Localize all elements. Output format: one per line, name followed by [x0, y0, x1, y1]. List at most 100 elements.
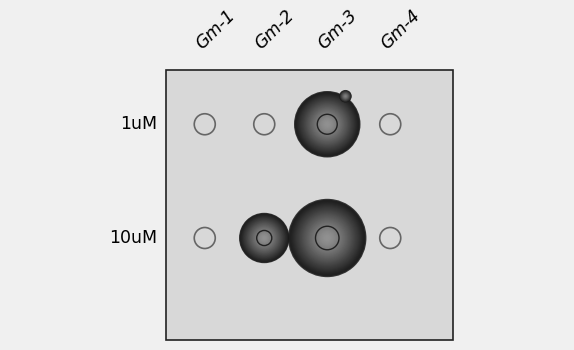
Circle shape — [311, 221, 344, 255]
Circle shape — [261, 234, 268, 242]
Circle shape — [342, 92, 349, 100]
Circle shape — [345, 96, 346, 97]
Text: Gm-3: Gm-3 — [315, 6, 361, 53]
Circle shape — [324, 121, 331, 128]
Circle shape — [307, 217, 348, 259]
Circle shape — [242, 216, 286, 260]
Circle shape — [299, 96, 355, 153]
Circle shape — [291, 202, 363, 274]
Circle shape — [319, 229, 336, 247]
Circle shape — [309, 106, 346, 142]
Circle shape — [344, 96, 346, 97]
Circle shape — [341, 92, 350, 101]
Circle shape — [325, 122, 329, 127]
Circle shape — [302, 99, 352, 149]
Circle shape — [248, 222, 281, 254]
Circle shape — [339, 90, 352, 103]
Circle shape — [316, 227, 338, 249]
Circle shape — [296, 206, 359, 270]
Text: Gm-4: Gm-4 — [378, 6, 424, 53]
Circle shape — [258, 232, 270, 244]
Circle shape — [301, 98, 353, 150]
Circle shape — [324, 235, 330, 241]
Circle shape — [259, 233, 269, 243]
Circle shape — [257, 231, 271, 245]
Circle shape — [319, 116, 336, 133]
Circle shape — [318, 115, 336, 133]
Circle shape — [314, 111, 340, 138]
Circle shape — [245, 219, 283, 257]
Circle shape — [305, 102, 350, 147]
Circle shape — [300, 97, 355, 152]
Circle shape — [316, 113, 339, 136]
Circle shape — [340, 90, 351, 102]
Text: Gm-1: Gm-1 — [192, 6, 238, 53]
Circle shape — [319, 230, 335, 246]
Circle shape — [303, 100, 351, 148]
Circle shape — [305, 216, 350, 260]
Circle shape — [250, 224, 278, 252]
Circle shape — [288, 199, 366, 277]
Circle shape — [290, 201, 364, 275]
Circle shape — [255, 229, 273, 247]
Circle shape — [298, 209, 356, 267]
Circle shape — [258, 232, 270, 244]
Circle shape — [301, 98, 354, 151]
Circle shape — [322, 119, 332, 129]
Circle shape — [254, 227, 275, 249]
Circle shape — [320, 231, 334, 245]
Circle shape — [294, 91, 360, 158]
Circle shape — [302, 212, 353, 264]
Circle shape — [293, 204, 362, 272]
Circle shape — [245, 218, 284, 258]
Circle shape — [323, 233, 332, 243]
Circle shape — [309, 219, 346, 257]
Circle shape — [242, 215, 287, 261]
Circle shape — [251, 225, 277, 251]
Circle shape — [321, 118, 333, 130]
Circle shape — [342, 93, 349, 100]
Circle shape — [294, 205, 360, 271]
Circle shape — [295, 206, 359, 270]
Circle shape — [262, 236, 266, 240]
Circle shape — [251, 225, 277, 251]
Circle shape — [340, 91, 351, 101]
Circle shape — [241, 215, 288, 261]
Circle shape — [343, 94, 348, 99]
Circle shape — [311, 108, 344, 141]
Circle shape — [243, 217, 286, 259]
Circle shape — [313, 223, 342, 253]
Circle shape — [239, 213, 289, 263]
Circle shape — [253, 226, 276, 250]
Circle shape — [316, 226, 339, 250]
Circle shape — [297, 94, 357, 154]
Circle shape — [257, 230, 272, 246]
Circle shape — [343, 93, 348, 99]
Text: Gm-2: Gm-2 — [251, 6, 298, 53]
Circle shape — [309, 220, 345, 256]
Circle shape — [296, 93, 359, 156]
Circle shape — [255, 229, 274, 247]
Circle shape — [304, 101, 351, 148]
Circle shape — [262, 236, 267, 240]
Circle shape — [306, 216, 349, 260]
Circle shape — [241, 214, 288, 262]
Circle shape — [315, 112, 340, 137]
Circle shape — [244, 218, 284, 258]
Text: 1uM: 1uM — [121, 115, 157, 133]
Circle shape — [300, 211, 355, 265]
Circle shape — [344, 95, 347, 98]
Circle shape — [297, 93, 358, 155]
Circle shape — [297, 208, 358, 268]
Circle shape — [313, 224, 341, 252]
Circle shape — [320, 117, 335, 132]
Circle shape — [301, 211, 354, 265]
Circle shape — [307, 104, 347, 144]
Circle shape — [321, 232, 333, 244]
Circle shape — [292, 203, 363, 273]
Circle shape — [254, 228, 274, 248]
Circle shape — [343, 94, 347, 98]
Circle shape — [298, 95, 356, 153]
Circle shape — [249, 222, 280, 254]
Circle shape — [308, 218, 347, 258]
